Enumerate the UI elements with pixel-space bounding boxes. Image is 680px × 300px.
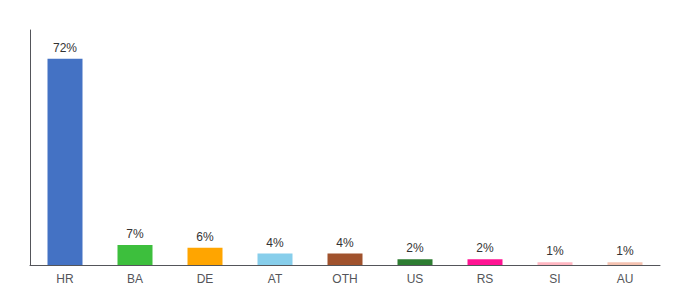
svg-text:1%: 1%	[546, 244, 564, 258]
svg-text:4%: 4%	[336, 236, 354, 250]
svg-text:1%: 1%	[616, 244, 634, 258]
svg-text:RS: RS	[477, 272, 494, 286]
svg-text:HR: HR	[56, 272, 74, 286]
svg-text:2%: 2%	[406, 241, 424, 255]
svg-text:7%: 7%	[126, 227, 144, 241]
svg-text:72%: 72%	[53, 41, 77, 55]
svg-text:AU: AU	[617, 272, 634, 286]
svg-text:6%: 6%	[196, 230, 214, 244]
svg-text:4%: 4%	[266, 236, 284, 250]
svg-text:US: US	[407, 272, 424, 286]
svg-text:OTH: OTH	[332, 272, 357, 286]
svg-text:BA: BA	[127, 272, 143, 286]
svg-text:2%: 2%	[476, 241, 494, 255]
svg-text:AT: AT	[268, 272, 283, 286]
svg-text:SI: SI	[549, 272, 560, 286]
svg-text:DE: DE	[197, 272, 214, 286]
